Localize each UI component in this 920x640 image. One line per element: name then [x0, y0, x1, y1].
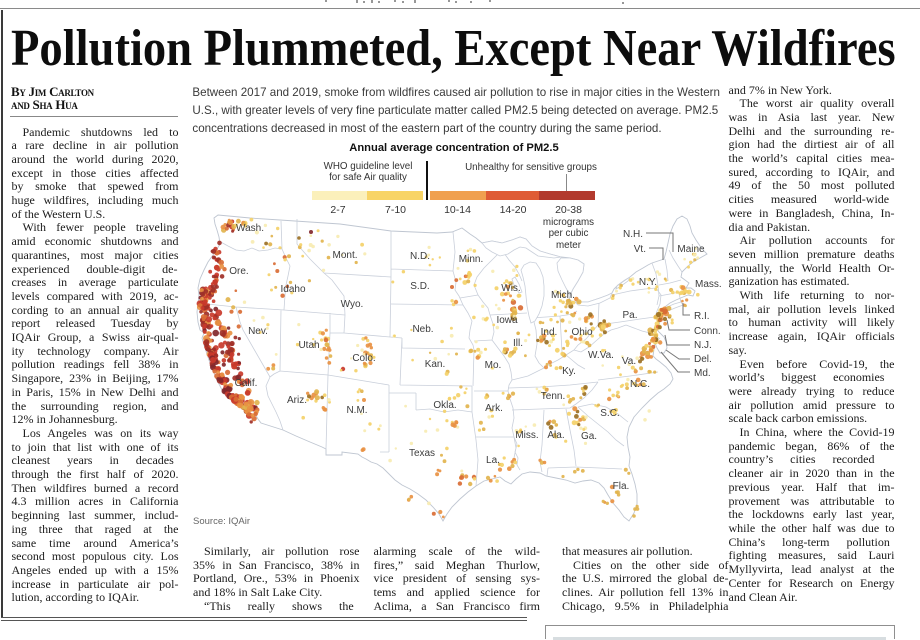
- svg-text:Ga.: Ga.: [581, 431, 597, 442]
- svg-text:Ariz.: Ariz.: [287, 395, 307, 406]
- svg-text:Neb.: Neb.: [412, 324, 433, 335]
- svg-text:Ill.: Ill.: [513, 338, 523, 349]
- svg-text:R.I.: R.I.: [694, 311, 710, 322]
- svg-text:Miss.: Miss.: [515, 430, 538, 441]
- svg-text:Ala.: Ala.: [547, 430, 564, 441]
- svg-text:N.M.: N.M.: [346, 405, 367, 416]
- svg-text:Kan.: Kan.: [425, 359, 446, 370]
- svg-text:Mich.: Mich.: [551, 290, 575, 301]
- svg-text:Idaho: Idaho: [280, 284, 305, 295]
- svg-text:Maine: Maine: [677, 244, 705, 255]
- svg-text:Ore.: Ore.: [229, 266, 248, 277]
- svg-text:Mont.: Mont.: [332, 250, 357, 261]
- svg-text:N.Y.: N.Y.: [639, 277, 657, 288]
- svg-text:Calif.: Calif.: [235, 378, 258, 389]
- svg-text:Wis.: Wis.: [501, 283, 520, 294]
- svg-text:Conn.: Conn.: [694, 326, 721, 337]
- svg-text:Mo.: Mo.: [485, 360, 502, 371]
- svg-text:N.J.: N.J.: [694, 340, 712, 351]
- svg-text:Iowa: Iowa: [496, 315, 518, 326]
- svg-text:Utah: Utah: [298, 340, 319, 351]
- svg-text:Wyo.: Wyo.: [341, 299, 364, 310]
- svg-text:Nev.: Nev.: [248, 326, 268, 337]
- svg-text:Fla.: Fla.: [613, 481, 630, 492]
- svg-text:Okla.: Okla.: [433, 400, 456, 411]
- svg-text:Pa.: Pa.: [622, 310, 637, 321]
- svg-text:N.H.: N.H.: [623, 229, 643, 240]
- svg-text:W.Va.: W.Va.: [588, 350, 614, 361]
- svg-text:Ark.: Ark.: [485, 403, 503, 414]
- svg-text:Wash.: Wash.: [236, 223, 264, 234]
- svg-text:Colo.: Colo.: [352, 353, 375, 364]
- svg-text:Texas: Texas: [409, 448, 435, 459]
- svg-text:Ohio: Ohio: [571, 327, 593, 338]
- svg-text:La.: La.: [486, 455, 500, 466]
- svg-text:S.C.: S.C.: [600, 408, 619, 419]
- svg-text:Ky.: Ky.: [562, 366, 576, 377]
- svg-text:Va.: Va.: [622, 356, 636, 367]
- svg-text:Vt.: Vt.: [634, 244, 646, 255]
- svg-text:Mass.: Mass.: [695, 279, 722, 290]
- svg-text:Minn.: Minn.: [459, 254, 483, 265]
- svg-text:Tenn.: Tenn.: [541, 391, 565, 402]
- svg-text:Del.: Del.: [694, 354, 712, 365]
- svg-text:N.C.: N.C.: [630, 379, 650, 390]
- svg-text:S.D.: S.D.: [410, 281, 429, 292]
- svg-text:Ind.: Ind.: [541, 327, 558, 338]
- svg-text:N.D.: N.D.: [410, 251, 430, 262]
- svg-text:Md.: Md.: [694, 368, 711, 379]
